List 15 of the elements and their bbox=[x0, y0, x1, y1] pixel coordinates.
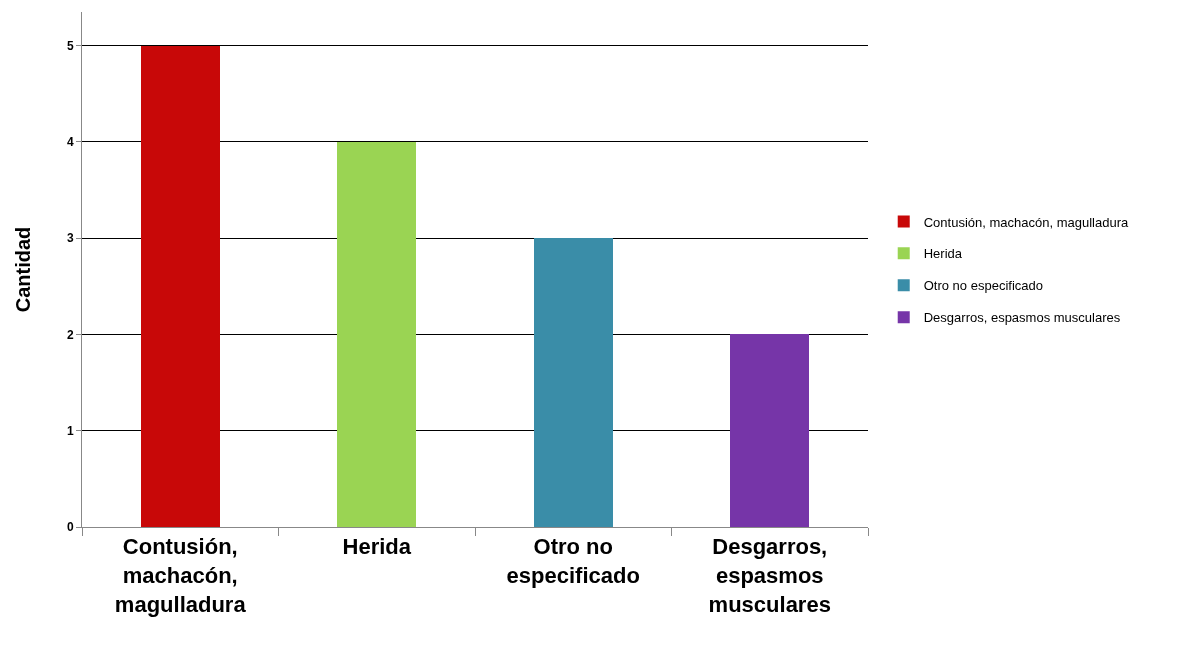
y-tick-label: 5 bbox=[66, 38, 74, 53]
x-tick-label: Herida bbox=[342, 534, 412, 560]
y-tick-label: 0 bbox=[66, 520, 74, 535]
y-tick-label: 4 bbox=[66, 135, 74, 150]
legend-label: Desgarros, espasmos musculares bbox=[923, 310, 1121, 326]
x-tick-label: Desgarros, espasmos musculares bbox=[708, 534, 831, 617]
y-tick-label: 1 bbox=[66, 423, 74, 438]
x-tick-label: Otro no especificado bbox=[506, 534, 640, 588]
legend-label: Herida bbox=[923, 246, 963, 262]
y-axis-title: Cantidad bbox=[12, 226, 35, 313]
legend-label: Contusión, machacón, magulladura bbox=[923, 214, 1129, 230]
x-tick-label: Contusión, machacón, magulladura bbox=[114, 534, 247, 617]
y-tick-label: 3 bbox=[66, 231, 74, 246]
y-tick-label: 2 bbox=[66, 327, 74, 342]
legend-label: Otro no especificado bbox=[923, 278, 1043, 294]
